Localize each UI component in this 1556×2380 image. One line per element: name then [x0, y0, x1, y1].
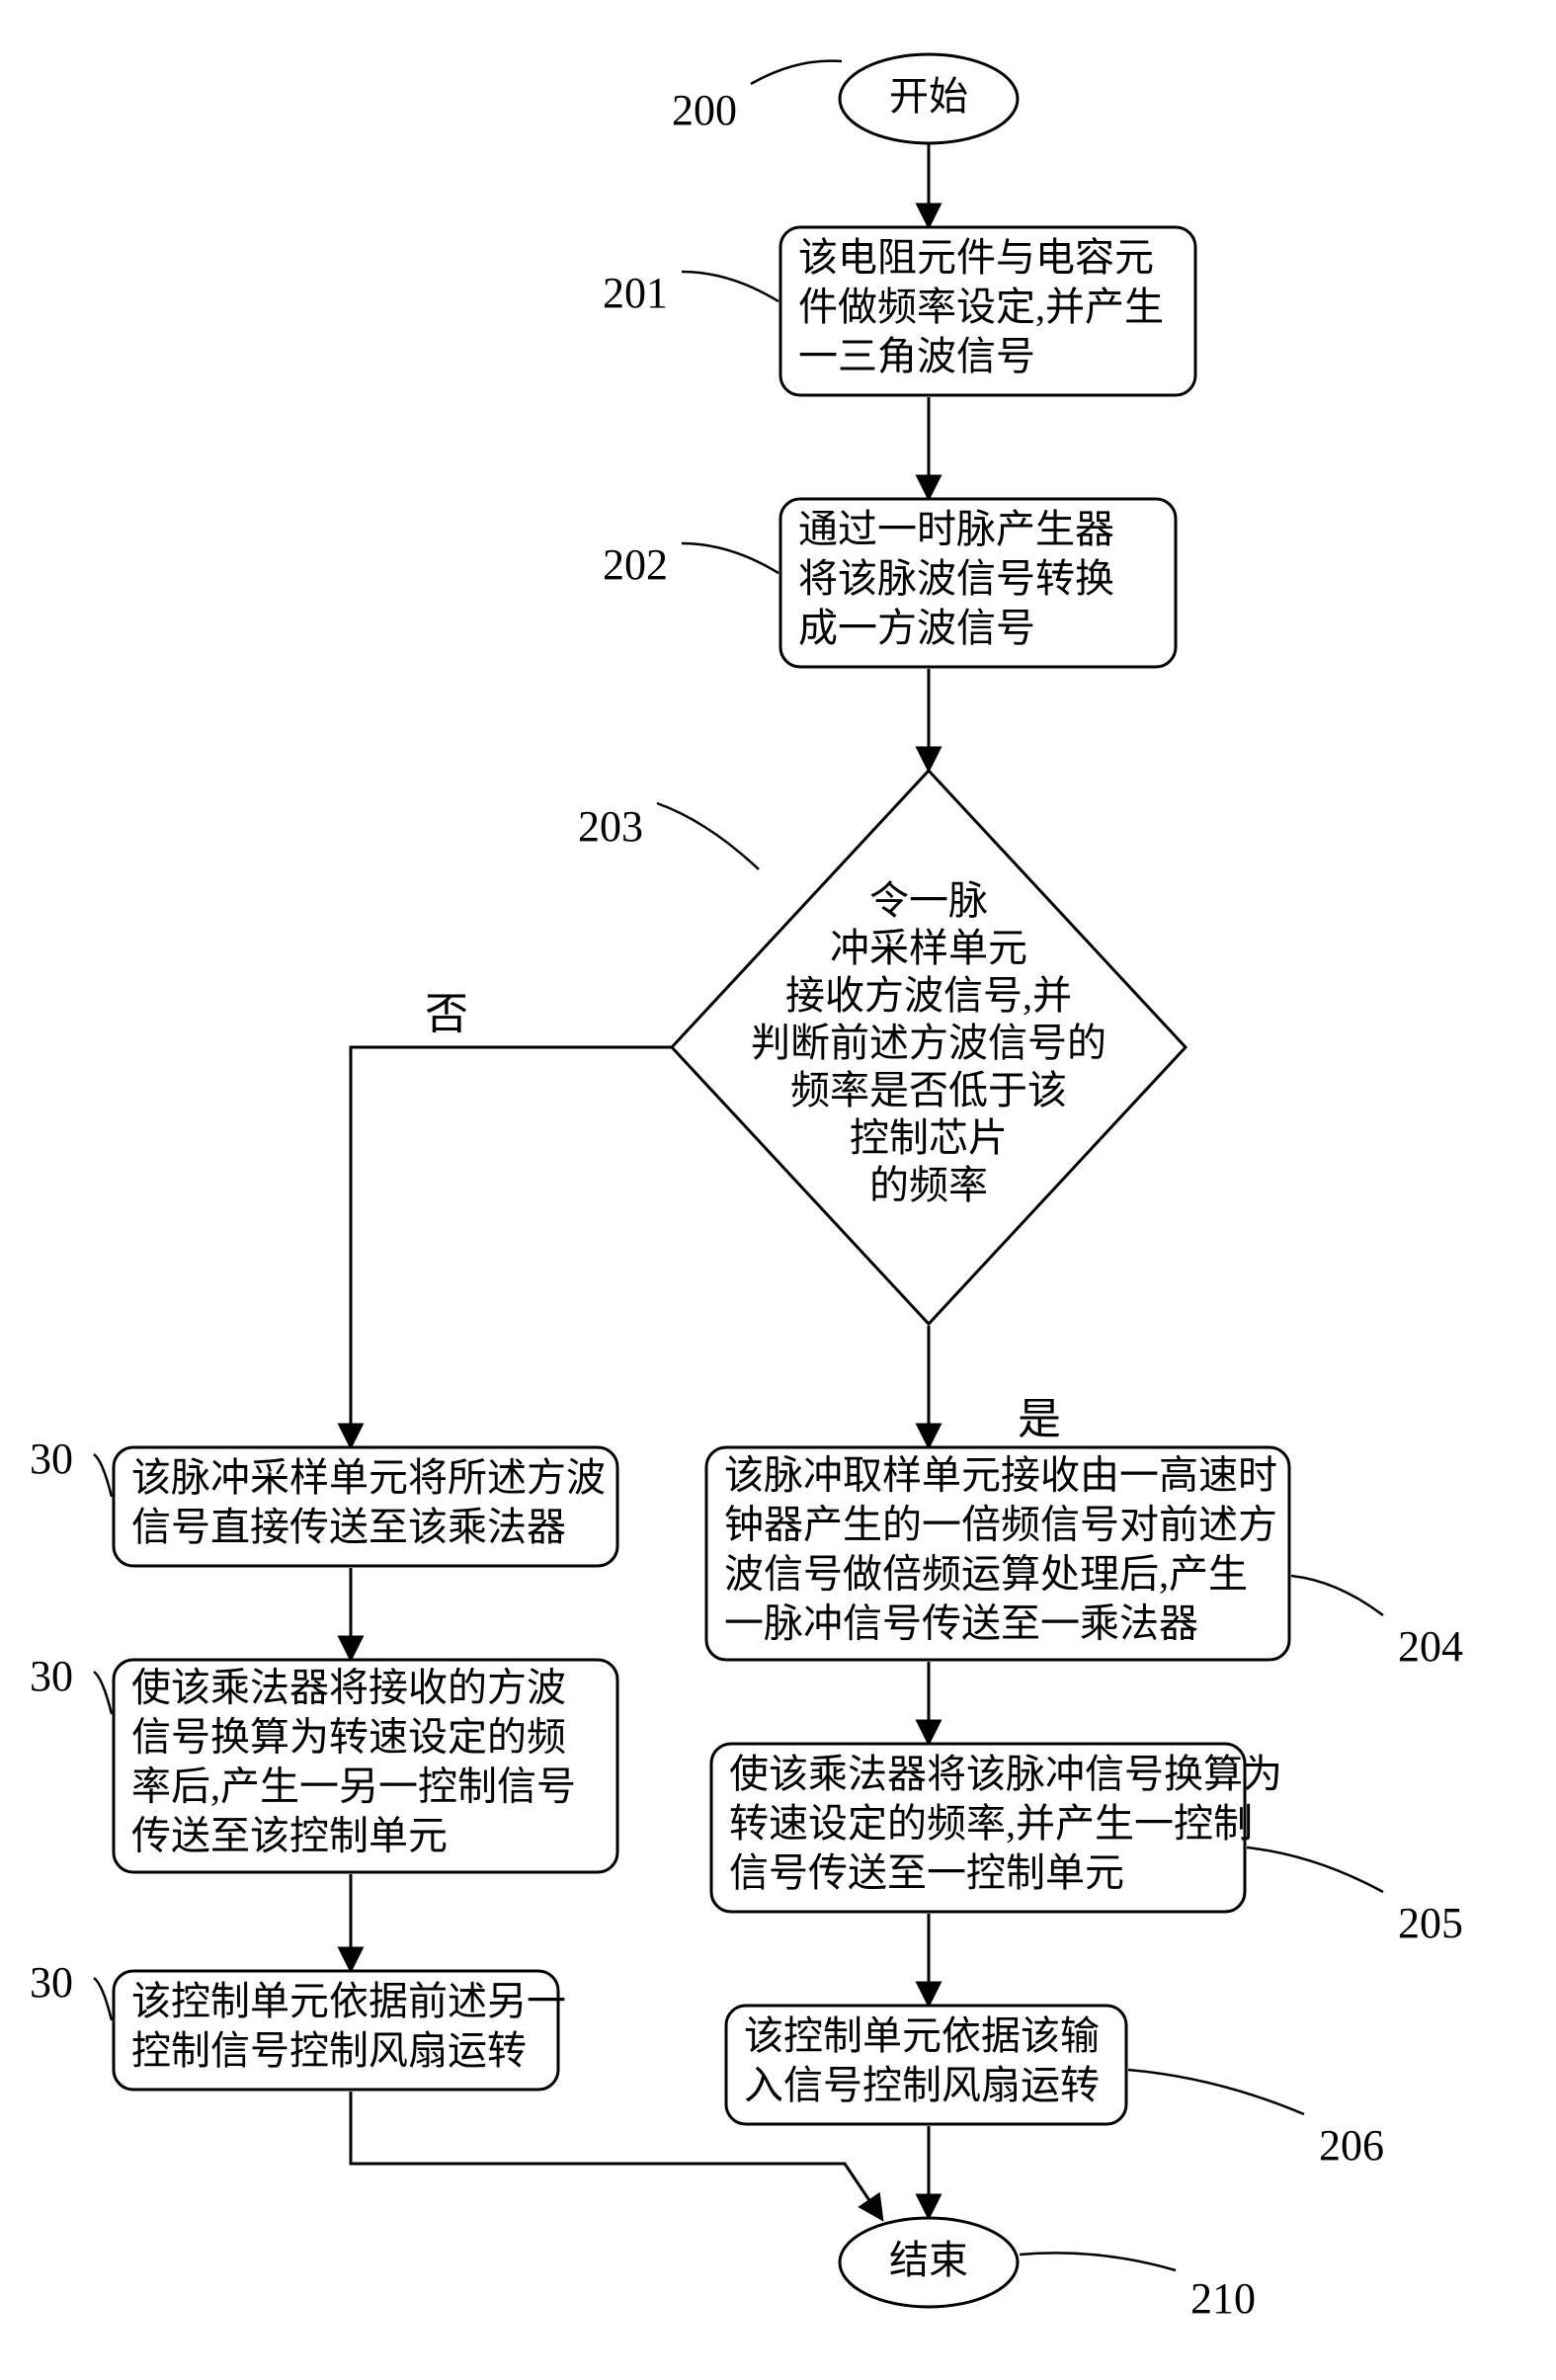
node-text: 传送至该控制单元 — [131, 1813, 448, 1857]
ref-label-l205: 205 — [1398, 1899, 1463, 1947]
ref-label-l201: 201 — [603, 269, 668, 317]
node-text: 该控制单元依据前述另一 — [131, 1979, 566, 2023]
ref-label-l200: 200 — [672, 86, 737, 134]
node-text: 该脉冲采样单元将所述方波 — [131, 1455, 606, 1500]
node-text: 率后,产生一另一控制信号 — [131, 1764, 576, 1808]
node-text: 冲采样单元 — [830, 926, 1027, 970]
node-text: 频率是否低于该 — [790, 1068, 1067, 1112]
flowchart-svg: 开始该电阻元件与电容元件做频率设定,并产生一三角波信号通过一时脉产生器将该脉波信… — [0, 0, 1556, 2375]
node-n202: 通过一时脉产生器将该脉波信号转换成一方波信号 — [780, 499, 1176, 667]
node-text: 的频率 — [869, 1163, 988, 1207]
node-n206: 该控制单元依据该输入信号控制风扇运转 — [726, 2006, 1126, 2124]
ref-label-l204: 204 — [1398, 1622, 1463, 1671]
node-text: 该脉冲取样单元接收由一高速时 — [724, 1452, 1277, 1497]
ref-label-l209: 30 — [30, 1958, 73, 2007]
ref-label-l207: 30 — [30, 1435, 73, 1483]
node-text: 使该乘法器将接收的方波 — [131, 1665, 566, 1709]
branch-label-yes: 是 — [1018, 1395, 1061, 1443]
node-text: 使该乘法器将该脉冲信号换算为 — [729, 1752, 1282, 1796]
node-text: 一三角波信号 — [798, 334, 1035, 378]
node-text: 件做频率设定,并产生 — [798, 285, 1164, 329]
node-n208: 使该乘法器将接收的方波信号换算为转速设定的频率后,产生一另一控制信号传送至该控制… — [114, 1660, 617, 1872]
node-text: 成一方波信号 — [798, 606, 1035, 650]
node-text: 接收方波信号,并 — [785, 973, 1072, 1018]
ref-label-l202: 202 — [603, 540, 668, 589]
node-text: 该电阻元件与电容元 — [798, 235, 1154, 280]
node-text: 转速设定的频率,并产生一控制 — [729, 1801, 1253, 1846]
node-text: 信号直接传送至该乘法器 — [131, 1505, 566, 1549]
branch-label-no: 否 — [425, 990, 468, 1038]
node-n205: 使该乘法器将该脉冲信号换算为转速设定的频率,并产生一控制信号传送至一控制单元 — [711, 1744, 1282, 1912]
ref-label-l206: 206 — [1319, 2121, 1384, 2170]
node-text: 控制信号控制风扇运转 — [131, 2028, 527, 2073]
node-text: 通过一时脉产生器 — [798, 507, 1114, 551]
node-text: 开始 — [889, 74, 968, 119]
node-text: 判断前述方波信号的 — [751, 1021, 1106, 1065]
node-text: 信号传送至一控制单元 — [729, 1850, 1124, 1895]
ref-label-l208: 30 — [30, 1652, 73, 1700]
ref-label-l210: 210 — [1190, 2274, 1256, 2323]
node-text: 结束 — [889, 2238, 968, 2282]
ref-label-l203: 203 — [578, 802, 643, 851]
node-text: 该控制单元依据该输 — [744, 2013, 1100, 2058]
node-text: 信号换算为转速设定的频 — [131, 1714, 566, 1759]
node-text: 一脉冲信号传送至一乘法器 — [724, 1600, 1198, 1645]
node-text: 令一脉 — [869, 878, 988, 923]
node-text: 将该脉波信号转换 — [798, 556, 1114, 601]
node-text: 入信号控制风扇运转 — [744, 2063, 1100, 2107]
node-text: 波信号做倍频运算处理后,产生 — [724, 1551, 1248, 1596]
node-text: 控制芯片 — [850, 1115, 1008, 1160]
node-n207: 该脉冲采样单元将所述方波信号直接传送至该乘法器 — [114, 1447, 617, 1566]
node-n209: 该控制单元依据前述另一控制信号控制风扇运转 — [114, 1971, 566, 2090]
node-n204: 该脉冲取样单元接收由一高速时钟器产生的一倍频信号对前述方波信号做倍频运算处理后,… — [706, 1447, 1289, 1660]
node-n201: 该电阻元件与电容元件做频率设定,并产生一三角波信号 — [780, 227, 1195, 395]
node-text: 钟器产生的一倍频信号对前述方 — [724, 1502, 1277, 1546]
